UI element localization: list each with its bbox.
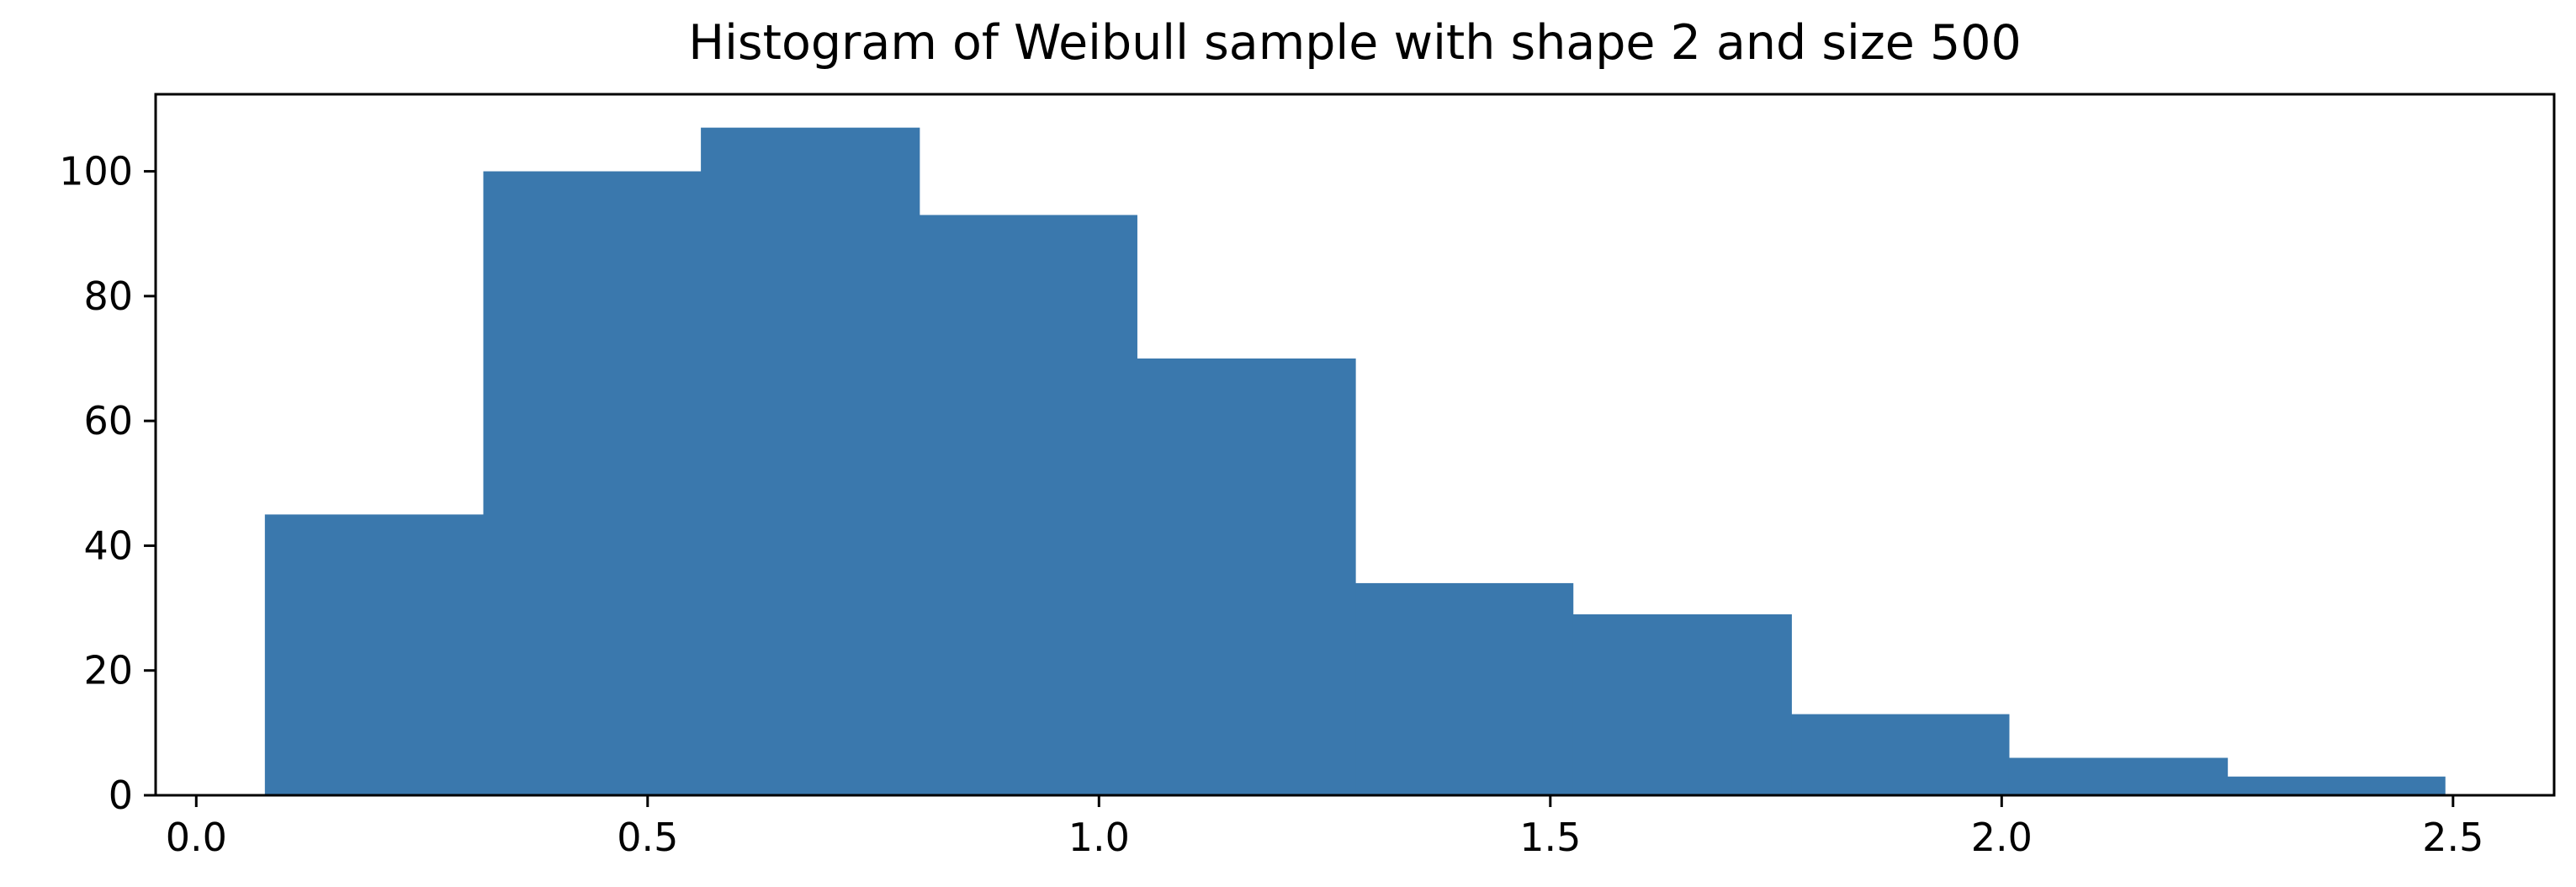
x-tick-label: 1.5 <box>1519 815 1581 860</box>
histogram-bar <box>1791 714 2010 795</box>
histogram-bar <box>2227 776 2446 795</box>
histogram-bar <box>1572 613 1792 795</box>
y-tick-label: 40 <box>83 523 133 568</box>
histogram-bar <box>2008 757 2229 795</box>
chart-title: Histogram of Weibull sample with shape 2… <box>688 15 2022 71</box>
x-tick-label: 2.0 <box>1971 815 2033 860</box>
y-tick-label: 100 <box>59 149 133 194</box>
histogram-bar <box>701 127 920 795</box>
ticks-layer: 0.0 0.5 1.0 1.5 2.0 2.5 0 20 40 60 80 100 <box>59 149 2483 860</box>
x-tick-label: 1.0 <box>1068 815 1130 860</box>
x-tick-label: 0.0 <box>166 815 227 860</box>
axes-frame <box>154 93 2556 797</box>
x-tick-label: 0.5 <box>617 815 678 860</box>
y-tick-label: 80 <box>83 274 133 319</box>
histogram-bar <box>1355 582 1574 795</box>
histogram-bar <box>483 171 702 796</box>
y-tick-label: 0 <box>109 773 133 818</box>
histogram-bar <box>1137 358 1356 795</box>
y-tick-label: 20 <box>83 648 133 693</box>
y-tick-label: 60 <box>83 398 133 444</box>
histogram-bar <box>919 215 1137 795</box>
x-tick-label: 2.5 <box>2422 815 2483 860</box>
bars-layer <box>264 127 2446 796</box>
histogram-bar <box>264 514 485 795</box>
